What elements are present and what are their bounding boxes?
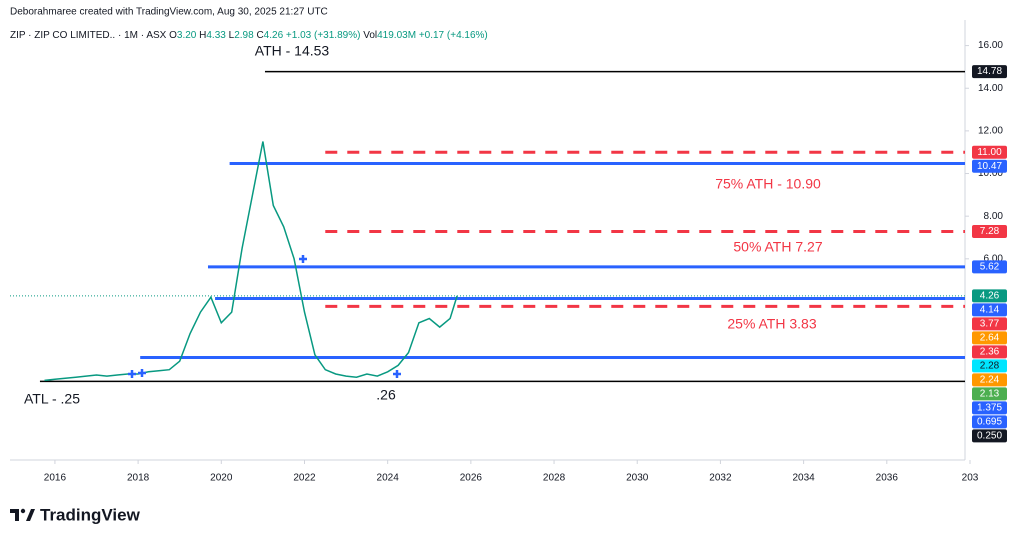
price-label: 2.36 [980, 347, 1000, 358]
y-tick-label: 10.00 [978, 168, 1003, 179]
annotation: 25% ATH 3.83 [727, 316, 816, 332]
cross-marker [128, 370, 136, 378]
price-label-box [972, 387, 1007, 401]
price-label-box [972, 289, 1007, 303]
price-label-box [972, 373, 1007, 387]
logo [10, 508, 35, 521]
x-tick-label: 2016 [44, 473, 67, 484]
price-label: 11.00 [977, 147, 1002, 158]
annotation: 75% ATH - 10.90 [715, 176, 821, 192]
cross-marker [299, 255, 307, 263]
x-tick-label: 2022 [293, 473, 316, 484]
price-label: 2.24 [980, 375, 1000, 386]
price-label: 0.695 [977, 417, 1002, 428]
volume-change: +0.17 (+4.16%) [419, 30, 488, 41]
x-tick-label: 203 [962, 473, 979, 484]
cross-marker [393, 370, 401, 378]
ohlc-value: 4.33 [206, 30, 226, 41]
price-line [44, 141, 458, 382]
price-label-box [972, 260, 1007, 274]
price-label: 4.26 [980, 291, 1000, 302]
annotation: ATL - .25 [24, 391, 80, 407]
price-label: 2.64 [980, 333, 1000, 344]
brand: TradingView [40, 505, 141, 524]
y-tick-label: 12.00 [978, 126, 1003, 137]
y-tick-label: 14.00 [978, 83, 1003, 94]
price-label-box [972, 359, 1007, 373]
annotation: ATH - 14.53 [255, 43, 330, 59]
price-label-box [972, 429, 1007, 443]
x-tick-label: 2028 [543, 473, 566, 484]
x-tick-label: 2036 [876, 473, 899, 484]
change: +1.03 (+31.89%) [286, 30, 361, 41]
price-label-box [972, 345, 1007, 359]
cross-marker [138, 369, 146, 377]
ohlc-key: H [199, 30, 206, 41]
x-tick-label: 2024 [377, 473, 400, 484]
volume-key: Vol [363, 30, 377, 41]
annotation: .26 [376, 387, 396, 403]
price-label-box [972, 159, 1007, 173]
x-tick-label: 2034 [792, 473, 815, 484]
credit: Deborahmaree created with TradingView.co… [10, 7, 328, 18]
ohlc-value: 2.98 [234, 30, 254, 41]
price-label: 2.28 [980, 361, 1000, 372]
annotation: 50% ATH 7.27 [733, 239, 822, 255]
ohlc-key: L [229, 30, 235, 41]
price-label: 2.13 [980, 389, 1000, 400]
price-label-box [972, 225, 1007, 239]
symbol: ZIP · ZIP CO LIMITED.. · 1M · ASX [10, 30, 167, 41]
volume: 419.03M [377, 30, 416, 41]
price-label: 4.14 [980, 305, 1000, 316]
ohlc-value: 4.26 [264, 30, 284, 41]
y-tick-label: 8.00 [984, 211, 1004, 222]
price-label: 7.28 [980, 226, 1000, 237]
price-label-box [972, 331, 1007, 345]
price-label-box [972, 65, 1007, 79]
x-tick-label: 2020 [210, 473, 233, 484]
price-label-box [972, 145, 1007, 159]
price-label: 5.62 [980, 262, 1000, 273]
price-label: 0.250 [977, 431, 1002, 442]
x-tick-label: 2032 [709, 473, 732, 484]
price-label-box [972, 415, 1007, 429]
ohlc-key: O [169, 30, 177, 41]
y-tick-label: 16.00 [978, 40, 1003, 51]
x-tick-label: 2018 [127, 473, 150, 484]
price-label-box [972, 303, 1007, 317]
price-label: 10.47 [977, 161, 1002, 172]
x-tick-label: 2026 [460, 473, 483, 484]
ohlc-value: 3.20 [177, 30, 197, 41]
legend-row: ZIP · ZIP CO LIMITED.. · 1M · ASX O3.20 … [10, 30, 488, 41]
ohlc-key: C [256, 30, 263, 41]
price-label-box [972, 317, 1007, 331]
price-label: 1.375 [977, 403, 1002, 414]
x-tick-label: 2030 [626, 473, 649, 484]
price-label-box [972, 401, 1007, 415]
price-label: 14.78 [977, 66, 1002, 77]
y-tick-label: 6.00 [984, 253, 1004, 264]
price-label: 3.77 [980, 319, 1000, 330]
